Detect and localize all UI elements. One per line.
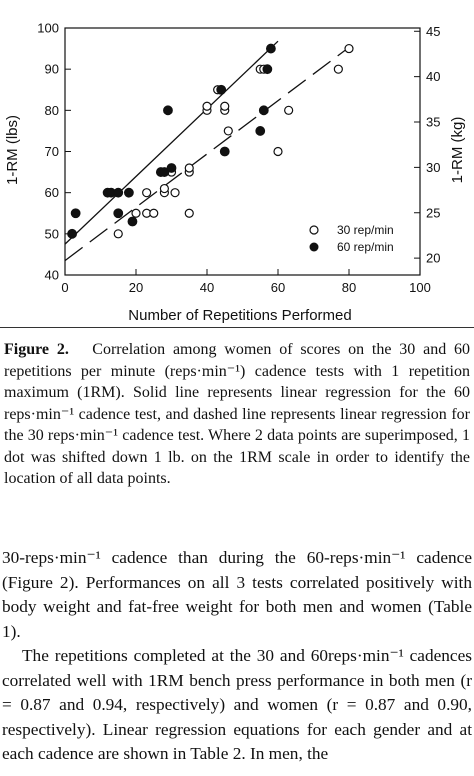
y-tick-label-5: 90: [45, 62, 59, 77]
y-right-tick-label-3: 35: [426, 115, 440, 130]
y-tick-label-2: 60: [45, 185, 59, 200]
point-30-21: [284, 105, 294, 115]
point-30-1: [131, 208, 141, 218]
figure-label: Figure 2.: [4, 341, 69, 358]
point-60-6: [123, 187, 134, 198]
y-tick-label-0: 40: [45, 268, 59, 283]
body-paragraph-2: The repetitions completed at the 30 and …: [2, 646, 472, 763]
x-tick-label-5: 100: [409, 280, 431, 295]
y-right-tick-label-1: 25: [426, 205, 440, 220]
y-tick-label-4: 80: [45, 103, 59, 118]
point-30-8: [170, 188, 180, 198]
article-body: 30-reps·min⁻¹ cadence than during the 60…: [2, 546, 472, 767]
y-axis-title-right: 1-RM (kg): [449, 117, 466, 184]
x-tick-label-2: 40: [200, 280, 214, 295]
point-30-9: [184, 208, 194, 218]
y-tick-label-3: 70: [45, 144, 59, 159]
y-right-tick-label-0: 20: [426, 251, 440, 266]
figure-caption-text: Correlation among women of scores on the…: [4, 341, 471, 487]
point-30-11: [184, 163, 194, 173]
y-right-tick-label-4: 40: [426, 69, 440, 84]
point-60-12: [216, 84, 227, 95]
point-30-2: [142, 188, 152, 198]
y-right-tick-label-5: 45: [426, 24, 440, 39]
fit-line-60: [64, 40, 279, 245]
point-60-0: [67, 228, 77, 239]
legend-marker-60: [309, 242, 319, 252]
y-tick-label-1: 50: [45, 226, 59, 241]
point-30-22: [333, 64, 343, 74]
point-60-4: [113, 187, 124, 198]
point-60-10: [163, 105, 173, 116]
x-axis-title: Number of Repetitions Performed: [128, 307, 351, 324]
x-tick-label-1: 20: [129, 280, 143, 295]
point-30-0: [113, 229, 123, 239]
scatter-chart: 0 20 40 60 80 100405060708090100202530354045 …: [4, 21, 466, 325]
point-30-16: [220, 101, 230, 111]
regression-lines: [64, 40, 350, 262]
x-tick-label-4: 80: [342, 280, 356, 295]
point-60-13: [219, 146, 230, 157]
point-60-11: [166, 163, 177, 173]
point-60-7: [127, 216, 138, 227]
body-paragraph-1: 30-reps·min⁻¹ cadence than during the 60…: [2, 548, 472, 641]
caption-divider: [0, 327, 474, 328]
point-60-16: [262, 64, 273, 75]
y-axis-title-left: 1-RM (lbs): [4, 115, 21, 185]
x-tick-label-3: 60: [271, 280, 285, 295]
legend: 30 rep/min 60 rep/min: [309, 223, 394, 254]
y-right-tick-label-2: 30: [426, 160, 440, 175]
point-60-5: [113, 208, 124, 219]
point-60-14: [255, 126, 266, 136]
point-30-4: [149, 208, 159, 218]
legend-marker-30: [309, 225, 319, 235]
point-30-20: [273, 146, 283, 157]
point-30-13: [202, 101, 212, 111]
point-60-17: [265, 43, 276, 54]
point-60-1: [70, 208, 81, 219]
axis-ticks: 0 20 40 60 80 100 40 50 60 70 80 90 100 20 25 30 35 40 45: [37, 21, 440, 296]
data-points: [67, 43, 354, 239]
legend-label-30: 30 rep/min: [337, 223, 394, 237]
figure-caption: Figure 2. Correlation among women of sco…: [4, 339, 470, 490]
point-30-23: [344, 43, 354, 54]
x-tick-label-0: 0: [61, 280, 68, 295]
y-tick-label-6: 100: [37, 21, 59, 36]
fit-line-30: [64, 46, 350, 262]
point-30-6: [159, 183, 169, 194]
point-30-17: [223, 126, 233, 136]
legend-label-60: 60 rep/min: [337, 240, 394, 254]
point-60-15: [258, 105, 269, 116]
